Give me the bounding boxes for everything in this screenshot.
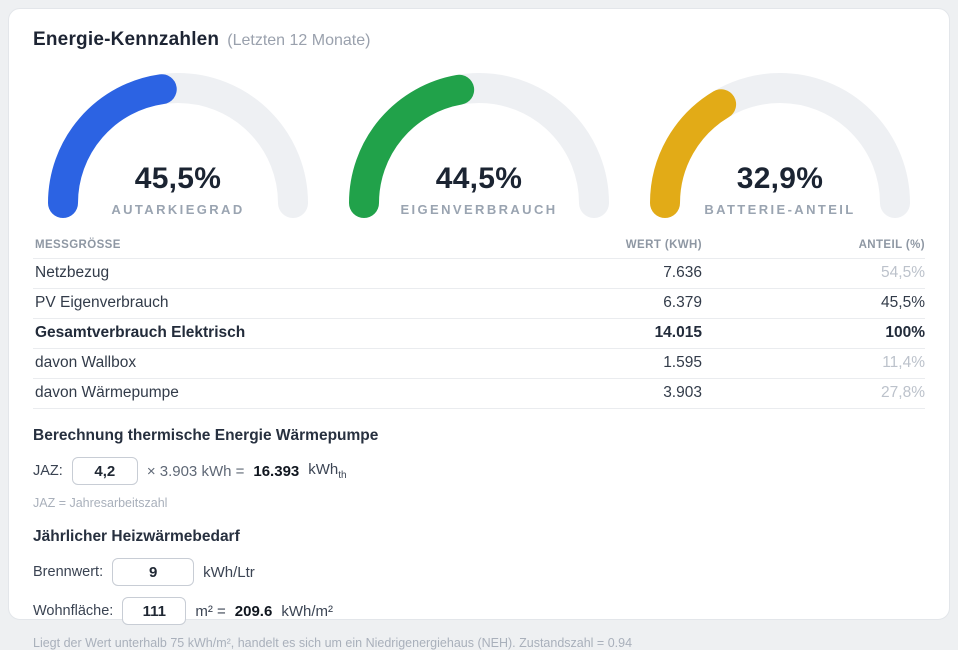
table-row: davon Wallbox 1.595 11,4%	[33, 348, 925, 379]
wohnflaeche-input[interactable]	[122, 597, 187, 625]
jaz-formula-prefix: × 3.903 kWh =	[146, 462, 245, 480]
row-name: davon Wallbox	[33, 348, 497, 379]
gauge-text: 44,5% EIGENVERBRAUCH	[348, 162, 610, 217]
gauge-batterie-anteil: 32,9% BATTERIE-ANTEIL	[649, 67, 911, 219]
result-subscript: th	[338, 470, 347, 481]
row-anteil: 45,5%	[701, 288, 925, 319]
row-name: davon Wärmepumpe	[33, 378, 497, 409]
gauge-text: 45,5% AUTARKIEGRAD	[47, 162, 309, 217]
row-wert: 3.903	[496, 378, 702, 409]
column-header-anteil: ANTEIL (%)	[701, 239, 925, 259]
table-row: Gesamtverbrauch Elektrisch 14.015 100%	[33, 318, 925, 349]
gauge-label: EIGENVERBRAUCH	[400, 202, 558, 217]
card-header: Energie-Kennzahlen (Letzten 12 Monate)	[33, 25, 925, 51]
column-header-wert: WERT (KWH)	[496, 239, 702, 259]
heating-note: Liegt der Wert unterhalb 75 kWh/m², hand…	[33, 636, 633, 650]
wohnflaeche-unit-prefix: m² =	[195, 602, 226, 620]
heating-result: 209.6	[234, 602, 273, 620]
heating-demand-section: Jährlicher Heizwärmebedarf Brennwert: kW…	[33, 528, 925, 650]
jaz-input[interactable]	[71, 457, 138, 485]
brennwert-unit: kWh/Ltr	[203, 563, 255, 581]
row-name: Netzbezug	[33, 258, 497, 289]
jaz-note: JAZ = Jahresarbeitszahl	[33, 496, 168, 510]
wohnflaeche-label: Wohnfläche:	[33, 603, 114, 619]
row-name: Gesamtverbrauch Elektrisch	[33, 318, 497, 349]
page-title: Energie-Kennzahlen	[33, 29, 220, 50]
table-row: PV Eigenverbrauch 6.379 45,5%	[33, 288, 925, 319]
table-body: Netzbezug 7.636 54,5% PV Eigenverbrauch …	[33, 258, 925, 409]
row-wert: 7.636	[496, 258, 702, 289]
gauge-eigenverbrauch: 44,5% EIGENVERBRAUCH	[348, 67, 610, 219]
gauge-value: 32,9%	[736, 162, 824, 195]
heating-result-unit: kWh/m²	[281, 602, 333, 620]
energy-table: MESSGRÖSSE WERT (KWH) ANTEIL (%) Netzbez…	[33, 239, 925, 409]
gauge-label: AUTARKIEGRAD	[111, 202, 245, 217]
gauge-text: 32,9% BATTERIE-ANTEIL	[649, 162, 911, 217]
row-wert: 1.595	[496, 348, 702, 379]
thermal-energy-section: Berechnung thermische Energie Wärmepumpe…	[33, 427, 925, 510]
row-name: PV Eigenverbrauch	[33, 288, 497, 319]
gauge-autarkiegrad-svg	[48, 73, 308, 218]
page-subtitle: (Letzten 12 Monate)	[227, 32, 371, 49]
brennwert-label: Brennwert:	[33, 564, 104, 580]
table-header-row: MESSGRÖSSE WERT (KWH) ANTEIL (%)	[33, 239, 925, 259]
thermal-section-heading: Berechnung thermische Energie Wärmepumpe	[33, 427, 379, 444]
gauge-autarkiegrad: 45,5% AUTARKIEGRAD	[47, 67, 309, 219]
jaz-label: JAZ:	[33, 463, 63, 479]
energy-metrics-card: Energie-Kennzahlen (Letzten 12 Monate) 4…	[8, 8, 950, 650]
brennwert-input[interactable]	[112, 558, 195, 586]
jaz-formula-row: JAZ: × 3.903 kWh = 16.393 kWhth	[33, 457, 925, 485]
gauge-batterie-anteil-svg	[650, 73, 910, 218]
jaz-formula-result: 16.393	[253, 462, 300, 480]
row-anteil: 27,8%	[701, 378, 925, 409]
row-wert: 6.379	[496, 288, 702, 319]
gauge-arc	[349, 73, 609, 218]
row-anteil: 54,5%	[701, 258, 925, 289]
gauge-label: BATTERIE-ANTEIL	[704, 202, 856, 217]
gauge-value: 45,5%	[134, 162, 222, 195]
table-row: Netzbezug 7.636 54,5%	[33, 258, 925, 289]
gauge-value: 44,5%	[435, 162, 523, 195]
row-anteil: 11,4%	[701, 348, 925, 379]
gauge-eigenverbrauch-svg	[349, 73, 609, 218]
row-wert: 14.015	[496, 318, 702, 349]
row-anteil: 100%	[701, 318, 925, 349]
table-row: davon Wärmepumpe 3.903 27,8%	[33, 378, 925, 409]
column-header-messgroesse: MESSGRÖSSE	[33, 239, 497, 259]
brennwert-row: Brennwert: kWh/Ltr	[33, 558, 925, 586]
heating-section-heading: Jährlicher Heizwärmebedarf	[33, 528, 240, 545]
jaz-result-unit: kWhth	[308, 461, 347, 481]
gauge-arc	[48, 73, 308, 218]
wohnflaeche-row: Wohnfläche: m² = 209.6 kWh/m²	[33, 597, 925, 625]
gauges-row: 45,5% AUTARKIEGRAD 44,5% EIGENVERBRAUCH …	[33, 67, 925, 219]
gauge-arc	[650, 73, 910, 218]
